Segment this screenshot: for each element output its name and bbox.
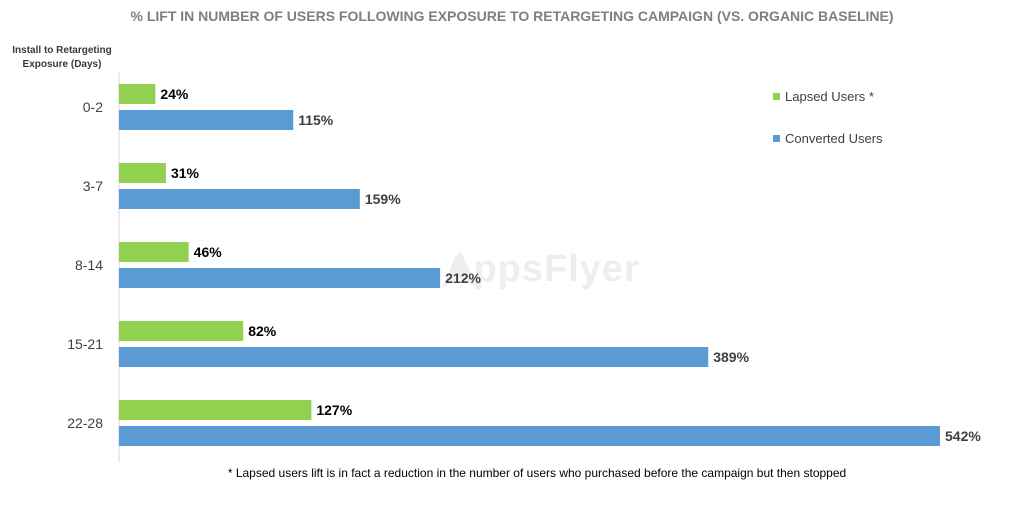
converted-data-label-8-14: 212% xyxy=(445,270,481,286)
footnote: * Lapsed users lift is in fact a reducti… xyxy=(227,466,847,480)
category-label-22-28: 22-28 xyxy=(67,415,103,431)
y-axis-caption: Install to Retargeting Exposure (Days) xyxy=(12,45,112,70)
converted-data-label-22-28: 542% xyxy=(945,428,981,444)
converted-data-label-3-7: 159% xyxy=(365,191,401,207)
lapsed-data-label-15-21: 82% xyxy=(248,323,277,339)
converted-bar-3-7 xyxy=(119,189,360,209)
lapsed-bar-3-7 xyxy=(119,163,166,183)
legend-label-lapsed: Lapsed Users * xyxy=(785,88,874,104)
legend-swatch-lapsed xyxy=(773,92,780,100)
converted-data-label-0-2: 115% xyxy=(298,112,334,128)
converted-bar-22-28 xyxy=(119,426,940,446)
chart-title: % LIFT IN NUMBER OF USERS FOLLOWING EXPO… xyxy=(130,8,894,24)
lapsed-bar-8-14 xyxy=(119,242,189,262)
converted-bar-15-21 xyxy=(119,347,709,367)
converted-bar-8-14 xyxy=(119,268,441,288)
lapsed-data-label-0-2: 24% xyxy=(160,86,189,102)
watermark: AppsFlyer xyxy=(445,248,640,290)
category-label-3-7: 3-7 xyxy=(83,178,103,194)
category-label-8-14: 8-14 xyxy=(75,257,103,273)
lapsed-bar-15-21 xyxy=(119,321,244,341)
legend: Lapsed Users * Converted Users xyxy=(773,86,883,170)
lapsed-bar-0-2 xyxy=(119,84,156,104)
legend-swatch-converted xyxy=(773,134,780,142)
converted-bar-0-2 xyxy=(119,110,294,130)
appsflyer-logo-icon xyxy=(442,250,478,288)
lapsed-bar-22-28 xyxy=(119,400,312,420)
legend-item-lapsed: Lapsed Users * xyxy=(773,86,883,106)
category-label-0-2: 0-2 xyxy=(83,99,103,115)
legend-item-converted: Converted Users xyxy=(773,128,883,148)
lapsed-data-label-3-7: 31% xyxy=(171,165,200,181)
lapsed-data-label-22-28: 127% xyxy=(316,402,352,418)
lapsed-data-label-8-14: 46% xyxy=(194,244,223,260)
category-label-15-21: 15-21 xyxy=(67,336,103,352)
converted-data-label-15-21: 389% xyxy=(713,349,749,365)
legend-label-converted: Converted Users xyxy=(785,130,883,146)
